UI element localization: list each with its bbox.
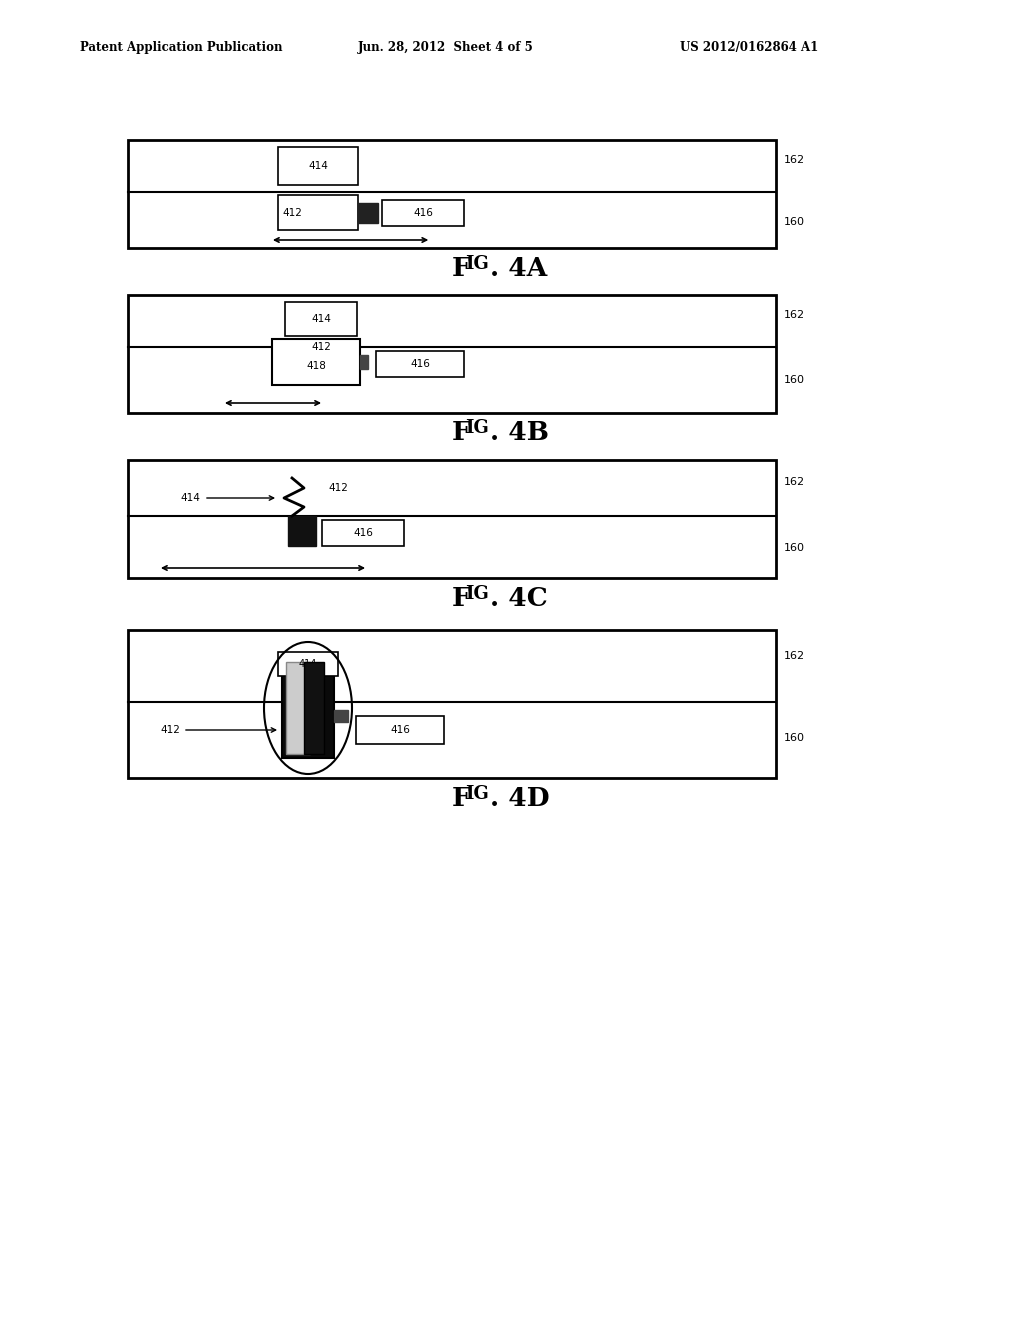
Bar <box>128 140 776 248</box>
Text: 160: 160 <box>784 733 805 743</box>
Text: 162: 162 <box>784 310 805 319</box>
Bar <box>288 516 316 546</box>
Text: Jun. 28, 2012  Sheet 4 of 5: Jun. 28, 2012 Sheet 4 of 5 <box>358 41 534 54</box>
Text: 412: 412 <box>311 342 331 352</box>
Text: 412: 412 <box>282 207 302 218</box>
Text: 162: 162 <box>784 651 805 661</box>
Bar <box>128 459 776 578</box>
Bar <box>334 710 348 722</box>
Bar <box>272 339 360 385</box>
Text: 414: 414 <box>311 314 331 323</box>
Text: 160: 160 <box>784 216 805 227</box>
Text: . 4B: . 4B <box>490 420 549 445</box>
Bar <box>278 652 338 676</box>
Bar <box>304 663 324 754</box>
Text: F: F <box>452 420 471 445</box>
Text: 162: 162 <box>784 154 805 165</box>
Bar <box>128 294 776 413</box>
Text: . 4C: . 4C <box>490 586 548 610</box>
Text: F: F <box>452 586 471 610</box>
Bar <box>128 630 776 777</box>
Text: . 4D: . 4D <box>490 785 550 810</box>
Bar <box>360 355 368 370</box>
Text: 416: 416 <box>390 725 410 735</box>
Text: 416: 416 <box>410 359 430 370</box>
Bar <box>278 195 358 230</box>
Text: 418: 418 <box>306 360 326 371</box>
Text: 412: 412 <box>160 725 180 735</box>
Bar <box>382 201 464 226</box>
Text: 416: 416 <box>413 209 433 218</box>
Bar <box>282 657 334 758</box>
Text: 414: 414 <box>180 492 200 503</box>
Text: IG: IG <box>465 418 488 437</box>
Text: 160: 160 <box>784 375 805 385</box>
Bar <box>278 147 358 185</box>
Bar <box>322 520 404 546</box>
Text: . 4A: . 4A <box>490 256 547 281</box>
Text: IG: IG <box>465 255 488 273</box>
Text: IG: IG <box>465 585 488 603</box>
Text: US 2012/0162864 A1: US 2012/0162864 A1 <box>680 41 818 54</box>
Text: IG: IG <box>465 785 488 803</box>
Text: 162: 162 <box>784 477 805 487</box>
Text: F: F <box>452 256 471 281</box>
Bar <box>286 663 310 754</box>
Text: 414: 414 <box>299 659 317 669</box>
Text: F: F <box>452 785 471 810</box>
Bar <box>358 203 378 223</box>
Text: 414: 414 <box>308 161 328 172</box>
Text: 412: 412 <box>328 483 348 492</box>
Bar <box>376 351 464 378</box>
Bar <box>285 302 357 337</box>
Text: 416: 416 <box>353 528 373 539</box>
Text: 160: 160 <box>784 543 805 553</box>
Text: Patent Application Publication: Patent Application Publication <box>80 41 283 54</box>
Bar <box>356 715 444 744</box>
